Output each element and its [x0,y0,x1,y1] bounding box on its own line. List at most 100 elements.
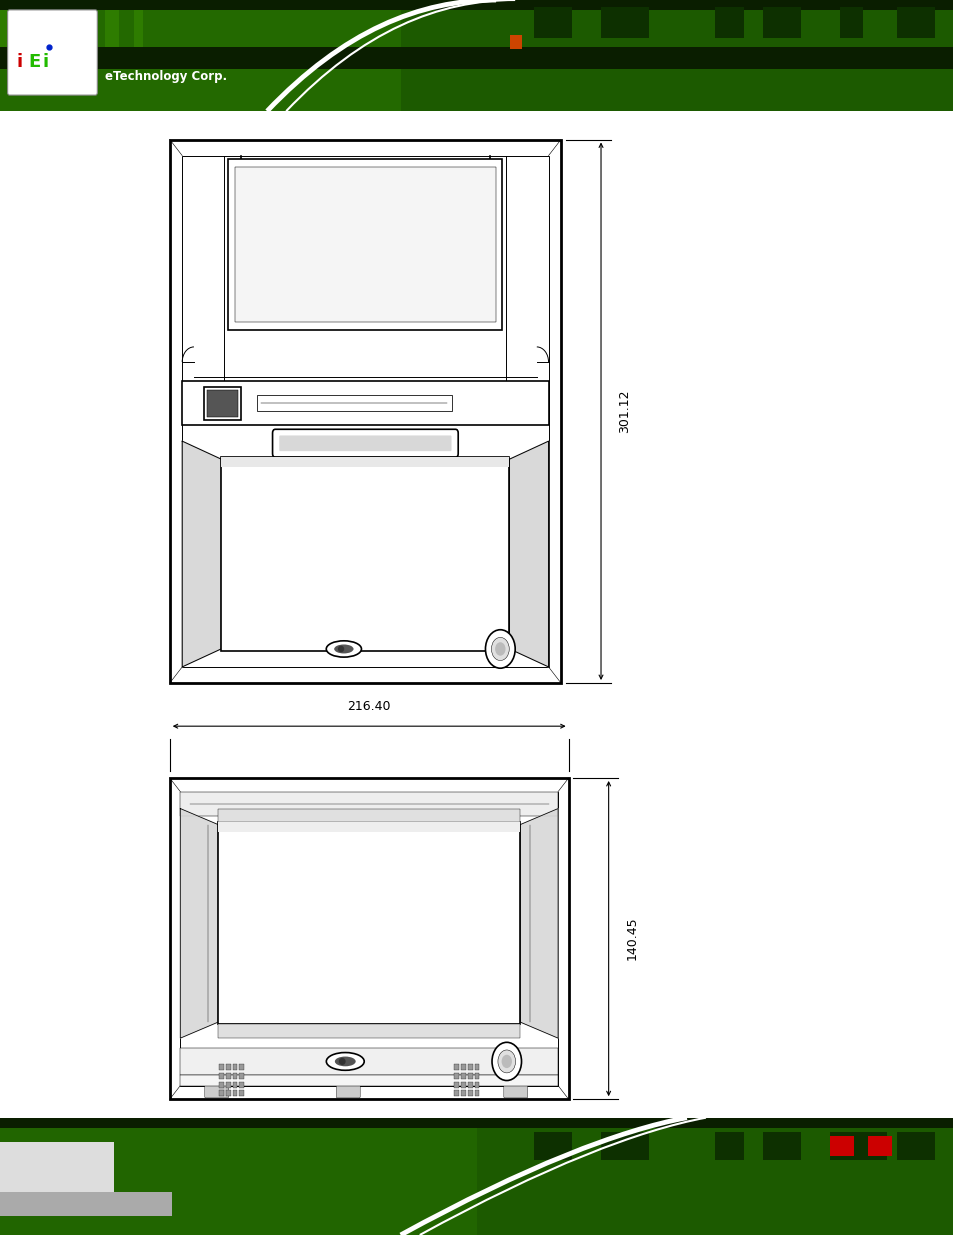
Bar [256,395,452,411]
Bar [534,1132,572,1160]
Bar [867,1136,891,1156]
Bar [474,1065,478,1071]
Bar [170,778,568,1099]
Bar [460,1082,465,1088]
Bar [474,1091,478,1097]
Bar [239,1091,244,1097]
Bar [0,0,953,10]
Bar [221,457,509,467]
Bar [534,7,572,38]
Bar [896,1132,934,1160]
Bar [829,1136,853,1156]
Text: i: i [43,53,49,70]
Bar [0,1118,476,1235]
Bar [226,1065,231,1071]
Text: 216.40: 216.40 [347,700,391,713]
Bar [234,167,496,322]
FancyBboxPatch shape [279,436,451,451]
Bar [0,0,953,111]
Bar [474,1073,478,1079]
Bar [0,0,29,47]
Polygon shape [509,441,548,667]
Bar [226,1091,231,1097]
Bar [239,1073,244,1079]
Text: eTechnology Corp.: eTechnology Corp. [105,70,227,83]
Circle shape [492,1042,521,1081]
Bar [218,823,519,832]
Bar [0,47,953,69]
Bar [218,1024,519,1039]
Bar [467,1073,472,1079]
Bar [715,7,743,38]
Bar [896,7,934,38]
Bar [715,1132,743,1160]
Bar [762,1132,801,1160]
Bar [829,1132,886,1160]
Circle shape [497,1050,515,1073]
FancyBboxPatch shape [336,1084,360,1098]
Bar [182,382,548,425]
Bar [229,159,501,330]
Bar [467,1091,472,1097]
Ellipse shape [338,1058,345,1065]
Bar [221,457,509,651]
FancyBboxPatch shape [503,1084,527,1098]
Text: i: i [16,53,22,70]
Bar [233,1065,237,1071]
Text: 301.12: 301.12 [618,389,631,433]
Bar [180,1047,558,1074]
Bar [182,156,548,667]
Bar [239,1082,244,1088]
Bar [454,1073,458,1079]
Bar [226,1073,231,1079]
Polygon shape [180,809,218,1039]
Text: 140.45: 140.45 [625,916,639,961]
Bar [0,1118,953,1235]
Bar [454,1082,458,1088]
FancyBboxPatch shape [273,430,457,457]
Polygon shape [182,441,221,667]
Bar [105,0,119,47]
Polygon shape [519,809,558,1039]
Circle shape [485,630,515,668]
Bar [454,1065,458,1071]
Bar [239,1065,244,1071]
Bar [218,823,519,1024]
Bar [218,809,519,823]
Bar [0,1192,172,1216]
Bar [170,140,560,683]
FancyBboxPatch shape [205,1084,229,1098]
Bar [839,7,862,38]
Bar [474,1082,478,1088]
Bar [219,1073,224,1079]
Bar [233,1082,237,1088]
Bar [600,1132,648,1160]
Bar [510,35,521,49]
Ellipse shape [337,646,344,652]
Bar [0,1142,114,1198]
Bar [219,1091,224,1097]
Text: E: E [29,53,41,70]
Bar [0,1118,953,1128]
Bar [600,7,648,38]
Bar [460,1073,465,1079]
Ellipse shape [334,645,354,653]
Bar [226,1082,231,1088]
Ellipse shape [326,641,361,657]
Bar [219,1082,224,1088]
Ellipse shape [326,1052,364,1071]
Bar [233,1073,237,1079]
Bar [460,1065,465,1071]
Bar [180,1074,558,1086]
Bar [180,792,558,815]
Bar [207,390,237,416]
Bar [180,792,558,1086]
Bar [133,0,143,47]
Bar [204,387,240,420]
Bar [467,1082,472,1088]
Bar [76,0,86,47]
Bar [48,0,67,47]
Bar [467,1065,472,1071]
Bar [0,0,400,111]
Bar [219,1065,224,1071]
